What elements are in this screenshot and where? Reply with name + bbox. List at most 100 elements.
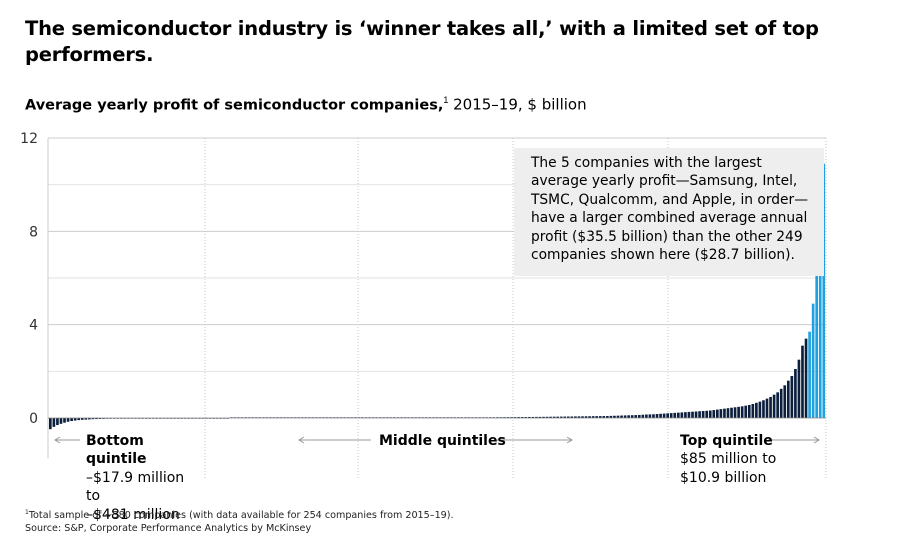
middle-quintiles-label: Middle quintiles xyxy=(379,432,506,450)
bar xyxy=(723,408,726,418)
bar xyxy=(574,416,577,418)
bar xyxy=(769,397,772,418)
bar xyxy=(694,411,698,418)
bar xyxy=(613,415,616,418)
bar xyxy=(98,418,102,419)
bar xyxy=(751,404,755,418)
bar xyxy=(676,412,680,418)
bar xyxy=(63,418,66,423)
bar xyxy=(513,417,517,418)
bar xyxy=(783,385,787,418)
bar xyxy=(716,409,719,418)
bar xyxy=(59,418,63,424)
bar xyxy=(691,411,694,418)
bar xyxy=(609,415,613,418)
bar xyxy=(790,376,794,418)
bar xyxy=(520,417,524,418)
top-quintile-range-to: $10.9 billion xyxy=(680,469,767,486)
bar xyxy=(645,414,648,418)
bar xyxy=(616,415,620,418)
bar xyxy=(598,416,602,418)
bar xyxy=(726,408,730,418)
footnote-source: Source: S&P, Corporate Performance Analy… xyxy=(25,523,312,535)
bar-top5 xyxy=(815,254,819,418)
bar xyxy=(762,400,765,418)
bar xyxy=(88,418,91,420)
bottom-quintile-arrow-head xyxy=(54,436,61,444)
bar-top5 xyxy=(822,163,826,418)
y-tick-label: 4 xyxy=(29,318,38,334)
bar xyxy=(648,414,652,418)
top-quintile-heading: Top quintile xyxy=(680,433,773,449)
subtitle-bold: Average yearly profit of semiconductor c… xyxy=(25,97,444,114)
bar xyxy=(623,415,627,418)
chart-title: The semiconductor industry is ‘winner ta… xyxy=(25,17,819,66)
bar xyxy=(510,417,513,418)
bar xyxy=(542,416,545,418)
bar xyxy=(673,412,677,418)
bar-top5 xyxy=(808,331,811,418)
bottom-quintile-range-from: –$17.9 million to xyxy=(86,469,185,505)
bar xyxy=(794,369,797,418)
bar xyxy=(680,412,684,418)
top-quintile-arrow-head xyxy=(813,436,820,444)
bar xyxy=(708,410,712,418)
annotation-box: The 5 companies with the largest average… xyxy=(514,148,824,276)
bar xyxy=(701,411,705,418)
bar xyxy=(779,388,783,418)
bar xyxy=(563,416,567,418)
bar xyxy=(602,416,606,418)
bar xyxy=(687,411,691,418)
bar xyxy=(80,418,84,420)
bar xyxy=(630,415,634,418)
bar xyxy=(581,416,584,418)
bar xyxy=(627,415,630,418)
bottom-quintile-range-to: –$481 million xyxy=(86,506,180,523)
bar xyxy=(545,416,549,418)
top-quintile-range-from: $85 million to xyxy=(680,451,777,468)
bar xyxy=(659,413,662,418)
subtitle-footnote-marker: 1 xyxy=(443,95,449,105)
bar xyxy=(744,405,748,418)
bar-top5 xyxy=(811,303,815,418)
bar xyxy=(591,416,595,418)
bar xyxy=(84,418,88,420)
bar xyxy=(712,410,716,418)
bar xyxy=(620,415,623,418)
bar xyxy=(737,406,740,418)
bar xyxy=(570,416,574,418)
bar xyxy=(102,418,105,419)
bar xyxy=(637,414,641,418)
bar xyxy=(730,407,733,418)
bar xyxy=(73,418,77,421)
bar xyxy=(588,416,591,418)
bar xyxy=(517,417,520,418)
bar xyxy=(740,406,744,418)
bar xyxy=(77,418,81,421)
bar xyxy=(684,412,687,418)
bar xyxy=(755,402,758,418)
bar xyxy=(669,413,673,418)
bar xyxy=(559,416,563,418)
bar xyxy=(595,416,599,418)
footnote: 1Total sample of ~380 companies (with da… xyxy=(25,506,454,535)
chart-subtitle: Average yearly profit of semiconductor c… xyxy=(25,95,587,114)
bar xyxy=(577,416,581,418)
bar xyxy=(786,380,790,418)
middle-quintiles-arrow-left-head xyxy=(298,436,305,444)
bar xyxy=(705,410,709,418)
bar xyxy=(772,394,776,418)
bar xyxy=(698,411,701,418)
bar-top5 xyxy=(818,210,822,418)
bar xyxy=(758,401,762,418)
y-tick-label: 0 xyxy=(29,411,38,427)
bar xyxy=(524,417,528,418)
bar xyxy=(776,392,779,418)
y-tick-label: 12 xyxy=(20,131,38,147)
bar xyxy=(531,416,535,418)
bar xyxy=(506,417,510,418)
footnote-marker: 1 xyxy=(25,509,29,516)
bar xyxy=(641,414,645,418)
bar xyxy=(95,418,98,420)
